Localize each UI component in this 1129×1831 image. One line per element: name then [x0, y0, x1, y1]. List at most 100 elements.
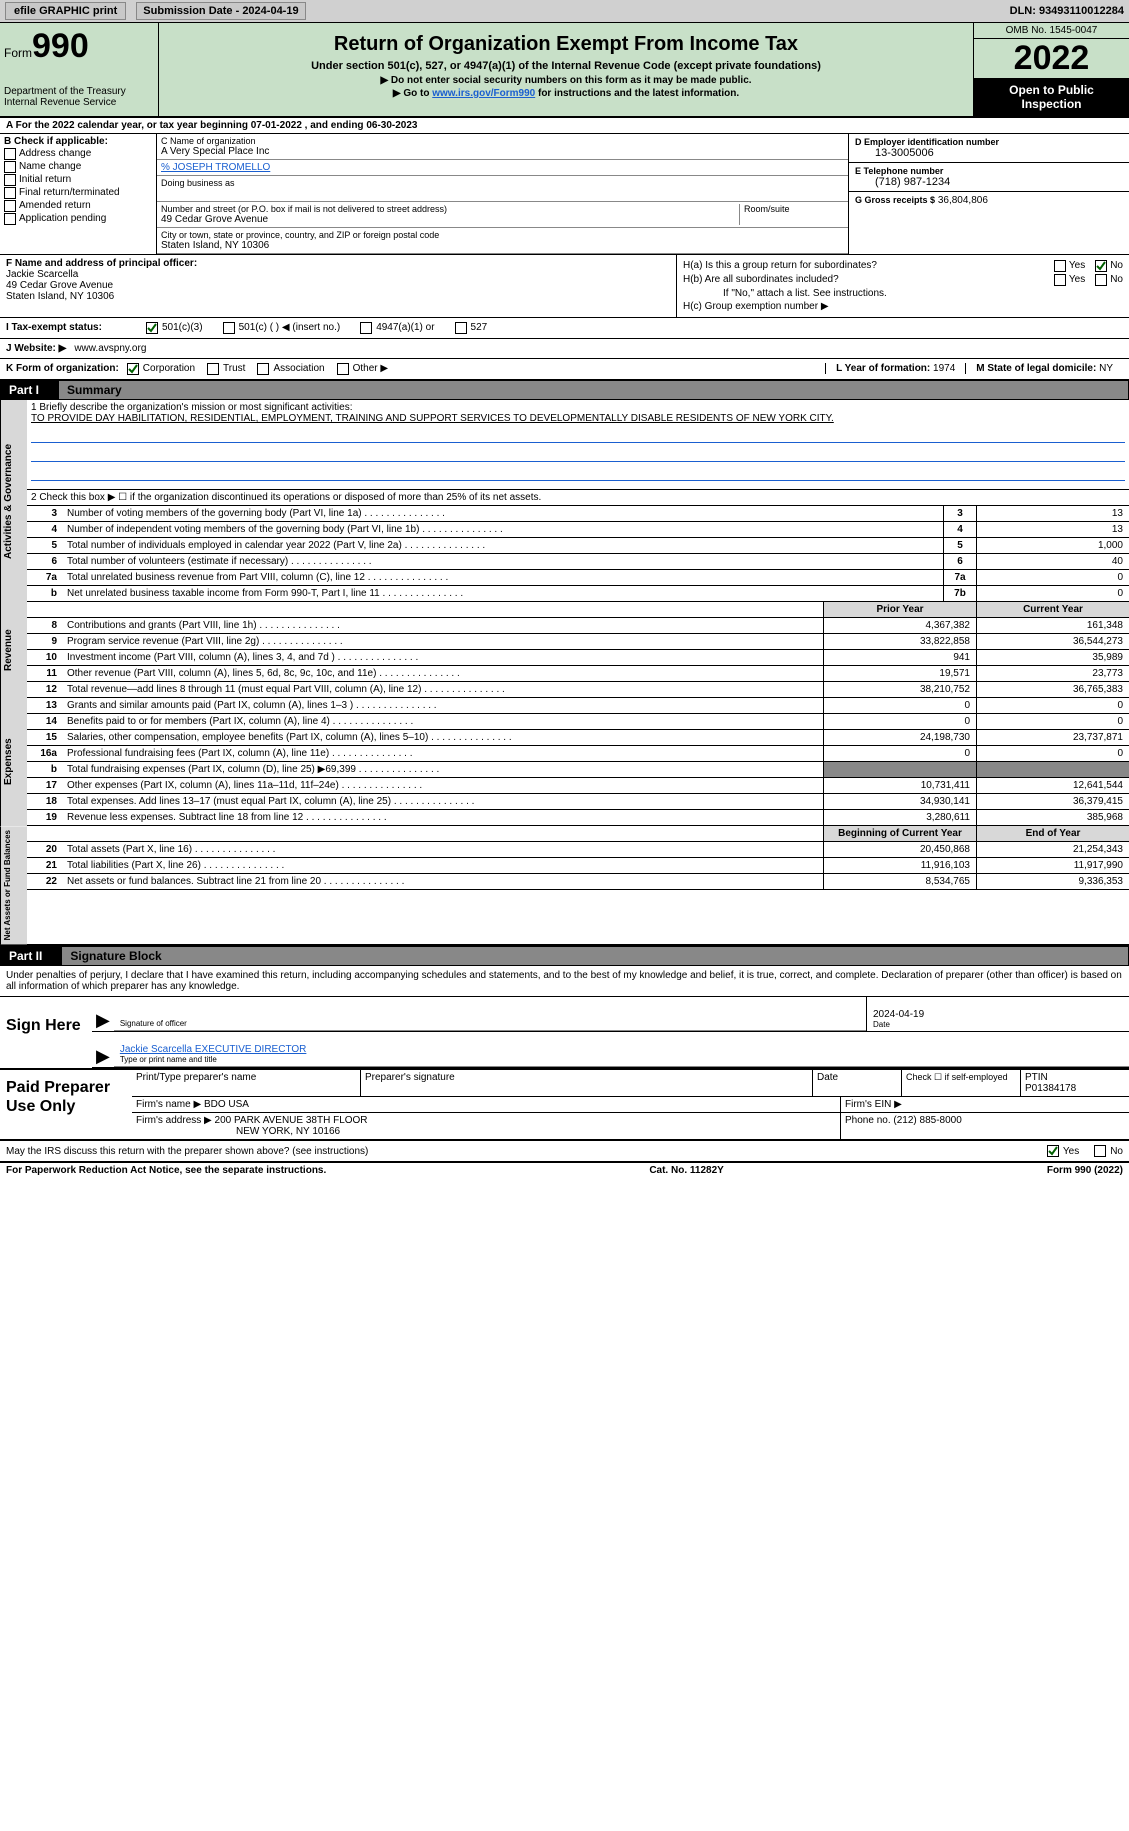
ha-yes-chk[interactable] [1054, 260, 1066, 272]
sig-date-label: Date [873, 1020, 1123, 1029]
summary-revenue: Revenue Prior Year Current Year 8Contrib… [0, 602, 1129, 698]
phone-value: (718) 987-1234 [855, 176, 1123, 188]
part-1-title: Summary [59, 381, 1128, 399]
line-2: 2 Check this box ▶ ☐ if the organization… [27, 490, 1129, 506]
may-irs-yes-chk[interactable] [1047, 1145, 1059, 1157]
chk-501c[interactable] [223, 322, 235, 334]
vtab-revenue: Revenue [0, 602, 27, 698]
summary-line: 12Total revenue—add lines 8 through 11 (… [27, 682, 1129, 698]
firm-ein-label: Firm's EIN ▶ [845, 1099, 902, 1110]
chk-other[interactable] [337, 363, 349, 375]
ptin-label: PTIN [1025, 1072, 1048, 1083]
topbar: efile GRAPHIC print Submission Date - 20… [0, 0, 1129, 23]
efile-print-button[interactable]: efile GRAPHIC print [5, 2, 126, 20]
end-year-header: End of Year [976, 826, 1129, 841]
chk-4947[interactable] [360, 322, 372, 334]
website-value: www.avspny.org [74, 343, 146, 354]
row-k-form-org: K Form of organization: Corporation Trus… [0, 359, 1129, 380]
officer-city: Staten Island, NY 10306 [6, 291, 670, 302]
may-irs-yes: Yes [1063, 1146, 1079, 1157]
form-header: Form990 Department of the Treasury Inter… [0, 23, 1129, 118]
form-990-link[interactable]: www.irs.gov/Form990 [432, 88, 535, 99]
lbl-trust: Trust [223, 363, 245, 374]
ha-no: No [1110, 260, 1123, 271]
submission-date: Submission Date - 2024-04-19 [136, 2, 305, 20]
open-to-public: Open to Public Inspection [974, 79, 1129, 116]
gross-label: G Gross receipts $ [855, 195, 935, 205]
tax-year: 2022 [974, 39, 1129, 79]
firm-addr-label: Firm's address ▶ [136, 1115, 212, 1126]
block-bcd: B Check if applicable: Address change Na… [0, 134, 1129, 255]
summary-line: 20Total assets (Part X, line 16)20,450,8… [27, 842, 1129, 858]
summary-line: 15Salaries, other compensation, employee… [27, 730, 1129, 746]
hb-no: No [1110, 274, 1123, 285]
col-f-officer: F Name and address of principal officer:… [0, 255, 677, 317]
form-subtitle: Under section 501(c), 527, or 4947(a)(1)… [167, 58, 965, 74]
form-label: Form [4, 46, 32, 60]
paid-preparer-block: Paid Preparer Use Only Print/Type prepar… [0, 1070, 1129, 1141]
summary-line: 9Program service revenue (Part VIII, lin… [27, 634, 1129, 650]
hb-yes: Yes [1069, 274, 1085, 285]
paid-preparer-label: Paid Preparer Use Only [0, 1070, 132, 1139]
lbl-501c3: 501(c)(3) [162, 322, 203, 333]
part-1-num: Part I [9, 383, 39, 397]
chk-corporation[interactable] [127, 363, 139, 375]
header-left: Form990 Department of the Treasury Inter… [0, 23, 159, 116]
chk-amended-return[interactable] [4, 200, 16, 212]
lbl-527: 527 [471, 322, 488, 333]
chk-527[interactable] [455, 322, 467, 334]
chk-address-change[interactable] [4, 148, 16, 160]
form-org-label: K Form of organization: [6, 363, 119, 374]
chk-initial-return[interactable] [4, 174, 16, 186]
city-value: Staten Island, NY 10306 [161, 240, 844, 251]
prior-year-header: Prior Year [823, 602, 976, 617]
city-label: City or town, state or province, country… [161, 230, 844, 240]
col-d-ein-phone: D Employer identification number 13-3005… [848, 134, 1129, 254]
section-fh: F Name and address of principal officer:… [0, 255, 1129, 318]
arrow-icon: ▶ [92, 1046, 114, 1067]
chk-trust[interactable] [207, 363, 219, 375]
part-2-title: Signature Block [62, 947, 1128, 965]
summary-line: 11Other revenue (Part VIII, column (A), … [27, 666, 1129, 682]
signature-declaration: Under penalties of perjury, I declare th… [0, 966, 1129, 997]
part-2-num: Part II [9, 949, 42, 963]
org-name-label: C Name of organization [161, 136, 844, 146]
state-domicile-value: NY [1099, 363, 1113, 374]
chk-association[interactable] [257, 363, 269, 375]
chk-final-return[interactable] [4, 187, 16, 199]
org-name: A Very Special Place Inc [161, 146, 844, 157]
hb-no-chk[interactable] [1095, 274, 1107, 286]
col-c-org-info: C Name of organization A Very Special Pl… [157, 134, 848, 254]
chk-501c3[interactable] [146, 322, 158, 334]
summary-line: 14Benefits paid to or for members (Part … [27, 714, 1129, 730]
may-irs-no-chk[interactable] [1094, 1145, 1106, 1157]
summary-line: 19Revenue less expenses. Subtract line 1… [27, 810, 1129, 826]
summary-governance: Activities & Governance 1 Briefly descri… [0, 400, 1129, 602]
mission-label: 1 Briefly describe the organization's mi… [31, 402, 1125, 413]
summary-line: 21Total liabilities (Part X, line 26)11,… [27, 858, 1129, 874]
printed-name-label: Type or print name and title [120, 1055, 1123, 1064]
hb-yes-chk[interactable] [1054, 274, 1066, 286]
dba-label: Doing business as [161, 178, 844, 188]
ha-no-chk[interactable] [1095, 260, 1107, 272]
revenue-header: Prior Year Current Year [27, 602, 1129, 618]
vtab-netassets: Net Assets or Fund Balances [0, 826, 27, 944]
col-h-group: H(a) Is this a group return for subordin… [677, 255, 1129, 317]
chk-application-pending[interactable] [4, 213, 16, 225]
summary-netassets: Net Assets or Fund Balances Beginning of… [0, 826, 1129, 944]
room-label: Room/suite [744, 204, 844, 214]
ha-yes: Yes [1069, 260, 1085, 271]
officer-label: F Name and address of principal officer: [6, 258, 670, 269]
part-2-header: Part II Signature Block [0, 946, 1129, 966]
hc-label: H(c) Group exemption number ▶ [683, 301, 829, 312]
phone-label: E Telephone number [855, 166, 1123, 176]
lbl-amended-return: Amended return [19, 200, 91, 211]
firm-addr-1: 200 PARK AVENUE 38TH FLOOR [215, 1115, 368, 1126]
gross-value: 36,804,806 [938, 195, 988, 206]
row-i-tax-status: I Tax-exempt status: 501(c)(3) 501(c) ( … [0, 318, 1129, 339]
lbl-4947: 4947(a)(1) or [376, 322, 434, 333]
chk-name-change[interactable] [4, 161, 16, 173]
sig-date: 2024-04-19 [873, 1009, 1123, 1020]
hb-label: H(b) Are all subordinates included? [683, 274, 1054, 285]
officer-street: 49 Cedar Grove Avenue [6, 280, 670, 291]
